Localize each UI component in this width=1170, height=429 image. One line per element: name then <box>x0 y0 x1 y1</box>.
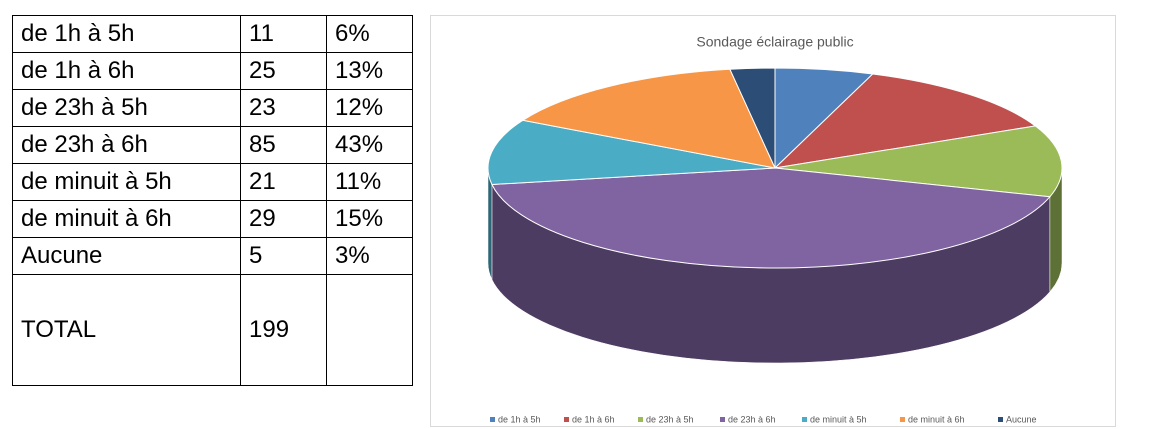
slice-side <box>487 167 493 280</box>
table-row: de 1h à 5h 11 6% <box>12 15 413 53</box>
slice <box>487 119 776 186</box>
table-cell: 11 <box>240 15 327 53</box>
table-cell: 23 <box>240 89 327 127</box>
table-row: de 1h à 6h 25 13% <box>12 52 413 90</box>
chart: Sondage éclairage public de 1h à 5h de 1h… <box>430 15 1116 427</box>
table-cell: de 23h à 6h <box>12 126 241 164</box>
table-cell: 11% <box>326 163 413 201</box>
slice <box>729 67 776 169</box>
table-cell: 5 <box>240 237 327 275</box>
table-cell: 85 <box>240 126 327 164</box>
table-cell: de 1h à 5h <box>12 15 241 53</box>
table-cell: 29 <box>240 200 327 238</box>
table-row: Aucune 5 3% <box>12 237 413 275</box>
table-cell: 43% <box>326 126 413 164</box>
legend-label: de minuit à 5h <box>810 414 867 424</box>
table-cell: de 1h à 6h <box>12 52 241 90</box>
table-row: de 23h à 5h 23 12% <box>12 89 413 127</box>
legend-label: de 23h à 5h <box>646 414 694 424</box>
table-cell: 12% <box>326 89 413 127</box>
legend-swatch <box>802 417 807 422</box>
chart-title: Sondage éclairage public <box>696 34 853 50</box>
table-row: de minuit à 6h 29 15% <box>12 200 413 238</box>
table-cell: Aucune <box>12 237 241 275</box>
table-cell: de minuit à 6h <box>12 200 241 238</box>
slice <box>774 125 1063 198</box>
table-row: TOTAL 199 <box>12 274 413 386</box>
legend-label: de 1h à 5h <box>498 414 541 424</box>
legend-label: de 23h à 6h <box>728 414 776 424</box>
results-table: de 1h à 5h 11 6% de 1h à 6h 25 13% de 23h à 5h… <box>12 15 413 386</box>
legend-swatch <box>564 417 569 422</box>
legend-swatch <box>638 417 643 422</box>
legend-swatch <box>900 417 905 422</box>
slice <box>491 167 1051 269</box>
table-cell: 6% <box>326 15 413 53</box>
table-row: de minuit à 5h 21 11% <box>12 163 413 201</box>
legend-swatch <box>720 417 725 422</box>
table-cell <box>326 274 413 386</box>
slice <box>773 73 1037 169</box>
table-cell: 21 <box>240 163 327 201</box>
table-row: de 23h à 6h 85 43% <box>12 126 413 164</box>
legend-label: de 1h à 6h <box>572 414 615 424</box>
table-cell: 15% <box>326 200 413 238</box>
table-cell: TOTAL <box>12 274 241 386</box>
table-cell: 3% <box>326 237 413 275</box>
legend-swatch <box>998 417 1003 422</box>
legend-label: Aucune <box>1006 414 1037 424</box>
table-cell: 25 <box>240 52 327 90</box>
table-cell: 13% <box>326 52 413 90</box>
table-cell: de minuit à 5h <box>12 163 241 201</box>
legend-label: de minuit à 6h <box>908 414 965 424</box>
table-cell: de 23h à 5h <box>12 89 241 127</box>
table-cell: 199 <box>240 274 327 386</box>
slice <box>521 68 776 169</box>
legend-swatch <box>490 417 495 422</box>
